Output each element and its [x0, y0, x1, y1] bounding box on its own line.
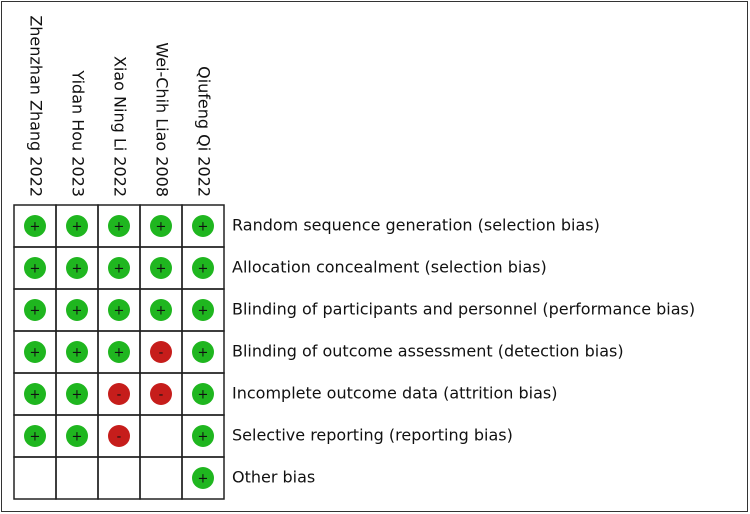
judgment-dot	[108, 215, 130, 237]
judgment-dot	[192, 257, 214, 279]
judgment-symbol: +	[198, 262, 209, 277]
study-label: Zhenzhan Zhang 2022	[27, 15, 46, 197]
judgment-dot	[24, 341, 46, 363]
grid-cell	[139, 414, 183, 458]
judgment-dot	[66, 425, 88, 447]
domain-label: Blinding of participants and personnel (…	[232, 300, 695, 319]
judgment-symbol: +	[114, 346, 125, 361]
judgment-symbol: +	[156, 304, 167, 319]
judgment-dot	[150, 383, 172, 405]
judgment-dot	[192, 341, 214, 363]
study-label: Yidan Hou 2023	[69, 69, 88, 197]
judgment-symbol: +	[30, 346, 41, 361]
judgment-dot	[24, 215, 46, 237]
judgment-symbol: -	[117, 388, 122, 403]
judgment-symbol: +	[30, 220, 41, 235]
domain-label: Other bias	[232, 468, 315, 487]
judgment-dot	[192, 383, 214, 405]
domain-label: Allocation concealment (selection bias)	[232, 258, 547, 277]
judgment-dot	[66, 215, 88, 237]
judgment-symbol: +	[30, 262, 41, 277]
judgment-symbol: +	[30, 388, 41, 403]
domain-label: Selective reporting (reporting bias)	[232, 426, 513, 445]
judgment-symbol: +	[72, 346, 83, 361]
judgment-symbol: -	[159, 346, 164, 361]
judgment-symbol: +	[198, 346, 209, 361]
judgment-symbol: +	[156, 262, 167, 277]
judgment-symbol: +	[72, 304, 83, 319]
judgment-dot	[192, 299, 214, 321]
grid-cell	[13, 456, 57, 500]
grid-cell	[55, 456, 99, 500]
judgment-symbol: +	[72, 220, 83, 235]
grid-cell	[181, 456, 225, 500]
judgment-dot	[66, 383, 88, 405]
judgment-dot	[24, 425, 46, 447]
judgment-dot	[66, 257, 88, 279]
judgment-dot	[150, 215, 172, 237]
domain-label: Random sequence generation (selection bi…	[232, 216, 600, 235]
grid-cell	[97, 456, 141, 500]
grid-cell	[139, 456, 183, 500]
study-label: Qiufeng Qi 2022	[195, 66, 214, 197]
judgment-symbol: -	[159, 388, 164, 403]
judgment-symbol: +	[198, 304, 209, 319]
domain-label: Incomplete outcome data (attrition bias)	[232, 384, 557, 403]
judgment-symbol: +	[72, 262, 83, 277]
judgment-symbol: +	[198, 220, 209, 235]
study-label: Wei-Chih Liao 2008	[153, 42, 172, 197]
judgment-dot	[24, 257, 46, 279]
judgment-symbol: +	[114, 220, 125, 235]
judgment-dot	[150, 341, 172, 363]
judgment-symbol: +	[156, 220, 167, 235]
judgment-symbol: +	[30, 430, 41, 445]
judgment-symbol: +	[198, 472, 209, 487]
judgment-symbol: +	[72, 388, 83, 403]
judgment-symbol: +	[114, 262, 125, 277]
judgment-symbol: +	[198, 388, 209, 403]
judgment-dot	[192, 215, 214, 237]
judgment-symbol: +	[198, 430, 209, 445]
judgment-dot	[150, 299, 172, 321]
judgment-dot	[24, 383, 46, 405]
judgment-dot	[150, 257, 172, 279]
judgment-symbol: +	[30, 304, 41, 319]
judgment-dot	[66, 299, 88, 321]
judgment-dot	[66, 341, 88, 363]
judgment-dot	[108, 383, 130, 405]
judgment-dot	[24, 299, 46, 321]
judgment-dot	[108, 341, 130, 363]
judgment-symbol: +	[114, 304, 125, 319]
judgment-symbol: -	[117, 430, 122, 445]
study-label: Xiao Ning Li 2022	[111, 56, 130, 197]
judgment-dot	[108, 299, 130, 321]
judgment-dot	[192, 467, 214, 489]
judgment-dot	[108, 257, 130, 279]
judgment-dot	[108, 425, 130, 447]
judgment-dot	[192, 425, 214, 447]
domain-label: Blinding of outcome assessment (detectio…	[232, 342, 624, 361]
judgment-symbol: +	[72, 430, 83, 445]
